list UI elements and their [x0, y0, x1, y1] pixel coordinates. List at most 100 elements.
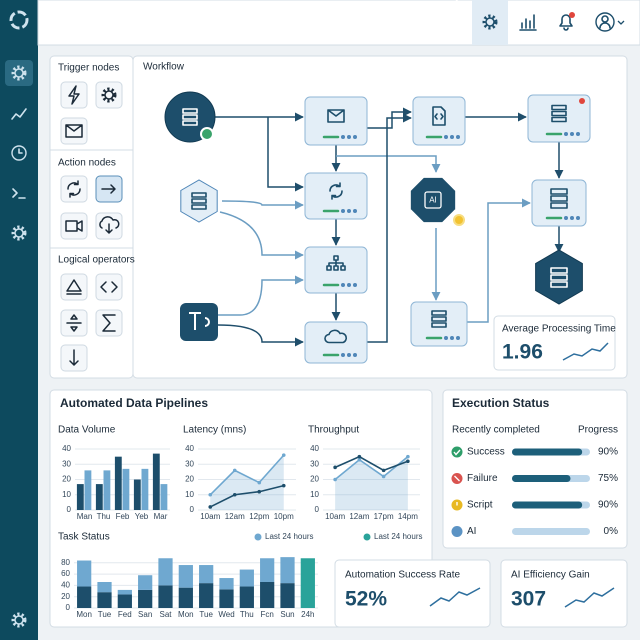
notification-dot [579, 98, 585, 104]
x-tick-label: 24h [301, 610, 314, 619]
x-tick-label: 12pm [249, 512, 269, 521]
icon [104, 90, 114, 100]
node-dot [353, 209, 357, 213]
icon [101, 184, 116, 194]
y-tick-label: 80 [61, 558, 70, 567]
chart-title: Task Status [58, 532, 110, 543]
sparkline [562, 342, 609, 361]
node-dot [564, 216, 568, 220]
palette-tile[interactable] [60, 175, 88, 203]
x-tick-label: 10pm [274, 512, 294, 521]
palette-tile[interactable] [60, 212, 88, 240]
icon [482, 14, 498, 30]
progress-bar [512, 475, 571, 482]
node-dot [570, 132, 574, 136]
chart-title: Data Volume [58, 425, 116, 436]
icon [424, 191, 442, 209]
node-dot [347, 353, 351, 357]
icon [431, 310, 447, 328]
legend-label: Last 24 hours [374, 532, 422, 541]
point [232, 468, 237, 473]
x-tick-label: Thu [97, 512, 111, 521]
point [357, 457, 362, 462]
node-dot [450, 336, 454, 340]
icon [599, 15, 611, 29]
x-tick-label: 10am [325, 512, 345, 521]
icon [11, 145, 27, 161]
node-dot [570, 216, 574, 220]
y-tick-label: 20 [185, 475, 194, 484]
bar [114, 456, 122, 510]
icon [100, 281, 118, 293]
node-status [453, 214, 465, 226]
status-label: Script [467, 500, 493, 511]
notification-dot [569, 12, 575, 18]
workflow-node[interactable] [535, 249, 583, 305]
edge [219, 211, 304, 260]
bar [141, 468, 149, 510]
bar [138, 589, 153, 608]
node-dot [341, 353, 345, 357]
progress-label: 0% [604, 526, 619, 537]
y-tick-label: 60 [61, 569, 70, 578]
x-tick-label: Thu [240, 610, 254, 619]
status-icon [451, 446, 463, 458]
point [406, 454, 410, 459]
bar [219, 578, 234, 590]
icon [326, 255, 346, 271]
y-tick-label: 30 [185, 459, 194, 468]
edge [267, 117, 304, 192]
progress-label: 90% [598, 500, 618, 511]
x-tick-label: 17pm [374, 512, 394, 521]
icon [519, 14, 537, 31]
y-tick-label: 10 [62, 490, 71, 499]
icon [11, 108, 27, 120]
edges [215, 107, 564, 347]
metric-label: AI Efficiency Gain [511, 570, 590, 581]
active-tab[interactable] [472, 0, 508, 45]
x-tick-label: Tue [199, 610, 213, 619]
icon [14, 228, 24, 238]
workflow-node[interactable] [412, 96, 466, 146]
metric-value: 1.96 [502, 341, 543, 364]
line [209, 454, 285, 496]
palette-tile[interactable] [60, 273, 88, 301]
x-tick-label: Yeb [135, 512, 149, 521]
y-tick-label: 0 [190, 505, 195, 514]
node-dot [347, 283, 351, 287]
icon [327, 109, 345, 123]
icon [189, 312, 210, 330]
nav-active[interactable] [5, 60, 33, 86]
x-tick-label: San [138, 610, 152, 619]
status-label: Failure [467, 473, 498, 484]
workflow-node[interactable] [410, 177, 456, 223]
workflow-node[interactable] [527, 94, 591, 143]
x-tick-label: 12am [349, 512, 369, 521]
y-tick-label: 0 [315, 505, 320, 514]
palette-tile[interactable] [60, 81, 88, 109]
section-label: Action nodes [58, 158, 116, 169]
icon [550, 267, 568, 288]
workflow-node[interactable] [410, 301, 468, 347]
workflow-node[interactable] [180, 303, 218, 341]
icon [65, 220, 83, 232]
x-tick-label: Man [77, 512, 93, 521]
palette-tile[interactable] [95, 309, 123, 337]
section-label: Trigger nodes [58, 63, 119, 74]
sparkline [429, 587, 481, 607]
palette-tile[interactable] [95, 81, 123, 109]
progress-bar [512, 448, 583, 456]
workflow-node[interactable] [304, 96, 368, 146]
edge [367, 113, 412, 343]
bar [76, 484, 84, 510]
point [232, 492, 237, 497]
node-status [200, 127, 214, 141]
palette-tile[interactable] [95, 273, 123, 301]
point [208, 492, 213, 497]
workflow-node[interactable] [180, 179, 218, 223]
y-tick-label: 40 [62, 444, 71, 453]
icon [99, 216, 120, 234]
status-label: AI [467, 526, 476, 537]
panel-title: Automated Data Pipelines [60, 396, 208, 410]
